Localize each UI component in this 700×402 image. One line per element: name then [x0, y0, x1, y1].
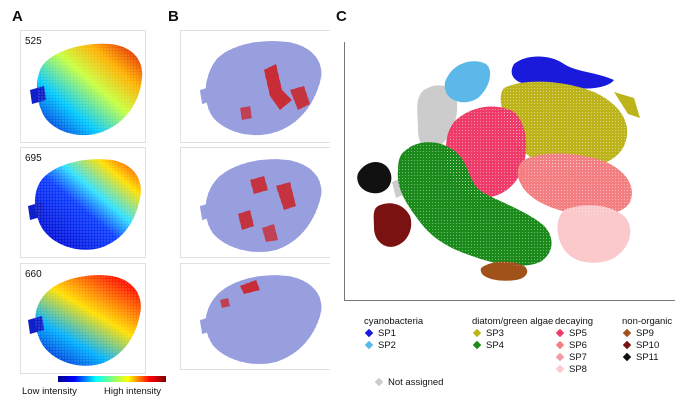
legend-item-sp6: SP6 — [555, 339, 615, 351]
panel-a3-tsne — [28, 275, 141, 366]
legend-item-not-assigned: Not assigned — [374, 376, 443, 388]
panel-a2-label: 695 — [25, 153, 42, 164]
panel-a2-tsne — [28, 159, 141, 250]
legend-item-sp10: SP10 — [622, 339, 698, 351]
legend-item-sp3: SP3 — [472, 327, 572, 339]
panel-a2-frame — [20, 147, 146, 258]
panel-a3-label: 660 — [25, 269, 42, 280]
cluster-sp3-tail — [614, 92, 640, 118]
legend-group-title: decaying — [555, 316, 594, 327]
panel-c-letter: C — [336, 8, 347, 25]
cluster-sp10 — [373, 203, 412, 247]
colorbar-low-label: Low intensity — [22, 386, 77, 397]
diamond-marker-icon — [555, 328, 565, 338]
diamond-marker-icon — [555, 364, 565, 374]
panel-b3-frame — [180, 263, 330, 370]
legend-group-title: diatom/green algae — [472, 316, 554, 327]
panel-b1-frame — [180, 30, 330, 143]
diamond-marker-icon — [555, 340, 565, 350]
diamond-marker-icon — [374, 377, 384, 387]
cluster-sp1 — [511, 56, 614, 89]
legend-group-title: cyanobacteria — [364, 316, 424, 327]
diamond-marker-icon — [622, 352, 632, 362]
legend-item-sp4: SP4 — [472, 339, 572, 351]
legend-item-sp8: SP8 — [555, 363, 615, 375]
legend-not-assigned-label: Not assigned — [388, 376, 444, 388]
panel-a1-label: 525 — [25, 36, 42, 47]
panel-a-letter: A — [12, 8, 23, 25]
legend-item-sp1: SP1 — [364, 327, 462, 339]
panel-c-scatter — [357, 56, 640, 281]
legend-item-sp5: SP5 — [555, 327, 615, 339]
diamond-marker-icon — [622, 340, 632, 350]
panel-b1-tsne — [200, 40, 322, 136]
diamond-marker-icon — [622, 328, 632, 338]
colorbar — [58, 376, 166, 382]
legend-group-non-organic: non-organic SP9 SP10 SP11 — [622, 316, 698, 363]
diamond-marker-icon — [555, 352, 565, 362]
cluster-sp8 — [557, 205, 631, 263]
diamond-marker-icon — [472, 328, 482, 338]
panel-b2-frame — [180, 147, 330, 258]
diamond-marker-icon — [472, 340, 482, 350]
panel-b3-tsne — [200, 275, 322, 364]
legend-group-cyanobacteria: cyanobacteria SP1 SP2 — [364, 316, 462, 351]
panel-c-axes — [344, 42, 675, 301]
panel-b2-tsne — [200, 159, 322, 252]
cluster-sp9 — [480, 261, 528, 281]
legend-item-sp7: SP7 — [555, 351, 615, 363]
diamond-marker-icon — [364, 340, 374, 350]
legend-item-sp2: SP2 — [364, 339, 462, 351]
legend-group-title: non-organic — [622, 316, 673, 327]
panel-b-plots — [180, 30, 330, 370]
legend-item-sp9: SP9 — [622, 327, 698, 339]
legend-item-sp11: SP11 — [622, 351, 698, 363]
panel-a1-tsne — [30, 43, 143, 136]
panel-a-plots — [20, 30, 166, 382]
colorbar-high-label: High intensity — [104, 386, 162, 397]
panel-a3-frame — [20, 263, 146, 374]
cluster-not-assigned — [417, 85, 458, 151]
legend-group-diatom: diatom/green algae SP3 SP4 — [472, 316, 572, 351]
cluster-sp11 — [357, 162, 392, 194]
panel-a1-frame — [20, 30, 146, 143]
cluster-sp2 — [444, 61, 491, 103]
diamond-marker-icon — [364, 328, 374, 338]
legend-group-decaying: decaying SP5 SP6 SP7 SP8 — [555, 316, 615, 375]
panel-b-letter: B — [168, 8, 179, 25]
